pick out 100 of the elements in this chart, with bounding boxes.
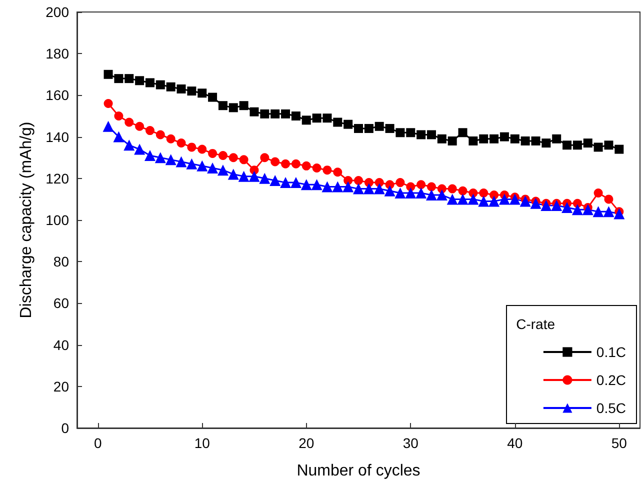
legend-label: 0.2C: [596, 372, 626, 388]
point: [468, 194, 479, 205]
point: [614, 208, 625, 220]
point: [208, 92, 218, 102]
point: [405, 187, 416, 198]
point: [187, 142, 196, 152]
point: [416, 180, 426, 190]
point: [552, 134, 562, 144]
point: [207, 162, 218, 174]
y-tick-label: 80: [53, 254, 70, 270]
point: [186, 158, 198, 170]
point: [176, 138, 186, 148]
point: [260, 109, 270, 118]
point: [156, 80, 165, 90]
point: [250, 107, 259, 116]
x-tick-label: 10: [194, 435, 210, 451]
x-tick-label: 40: [507, 435, 523, 451]
point: [238, 170, 250, 182]
point: [165, 154, 176, 166]
point: [135, 122, 144, 131]
y-tick-label: 0: [61, 420, 70, 436]
point: [332, 181, 344, 192]
point: [300, 179, 312, 190]
y-tick-label: 140: [46, 128, 70, 145]
point: [217, 164, 228, 176]
point: [394, 187, 406, 198]
point: [311, 179, 322, 190]
legend-title: C-rate: [516, 316, 556, 332]
point: [582, 204, 594, 216]
point: [498, 194, 510, 205]
point: [228, 168, 239, 180]
point: [291, 112, 300, 120]
point: [531, 136, 540, 146]
point: [436, 190, 448, 201]
point: [437, 134, 446, 144]
point: [144, 150, 156, 162]
point: [583, 138, 592, 148]
y-tick-label: 160: [46, 87, 70, 104]
point: [104, 70, 113, 79]
point: [448, 136, 457, 146]
point: [542, 138, 551, 148]
y-tick-label: 100: [46, 212, 70, 228]
point: [176, 84, 186, 94]
point: [500, 132, 509, 142]
point: [604, 194, 614, 204]
point: [448, 184, 457, 194]
point: [302, 116, 311, 125]
point: [102, 120, 114, 132]
point: [344, 120, 353, 129]
x-tick-label: 0: [94, 435, 102, 451]
point: [540, 200, 552, 211]
point: [426, 182, 436, 192]
point: [228, 153, 238, 162]
y-tick-label: 20: [53, 378, 70, 394]
y-tick-label: 40: [53, 336, 70, 353]
point: [572, 140, 582, 150]
point: [520, 196, 531, 207]
point: [198, 88, 207, 98]
point: [457, 194, 468, 205]
point: [551, 200, 562, 211]
point: [374, 183, 385, 194]
point: [322, 166, 332, 175]
point: [281, 159, 290, 168]
point: [384, 185, 396, 196]
point: [322, 114, 332, 123]
point: [248, 170, 260, 182]
point: [363, 183, 374, 194]
point: [312, 164, 322, 172]
legend-label: 0.1C: [596, 344, 626, 360]
x-tick-label: 30: [402, 435, 419, 451]
point: [416, 187, 427, 198]
point: [312, 114, 322, 123]
point: [562, 202, 573, 214]
point: [458, 186, 468, 196]
point: [239, 155, 248, 164]
point: [270, 157, 280, 166]
point: [135, 76, 144, 86]
point: [479, 134, 488, 144]
point: [176, 156, 187, 168]
point: [603, 206, 614, 218]
point: [426, 190, 437, 201]
point: [281, 109, 290, 118]
point: [509, 194, 520, 205]
x-tick-label: 50: [611, 435, 628, 451]
point: [270, 109, 280, 118]
y-tick-label: 60: [53, 295, 70, 312]
point: [604, 140, 614, 150]
point: [166, 134, 176, 144]
point: [446, 194, 458, 205]
point: [104, 99, 113, 108]
point: [385, 124, 394, 133]
point: [198, 144, 207, 154]
point: [354, 176, 363, 185]
point: [374, 122, 384, 131]
point: [218, 151, 228, 160]
point: [218, 101, 228, 110]
point: [478, 196, 490, 207]
point: [156, 130, 165, 140]
point: [490, 134, 499, 144]
y-tick-label: 200: [46, 4, 70, 20]
